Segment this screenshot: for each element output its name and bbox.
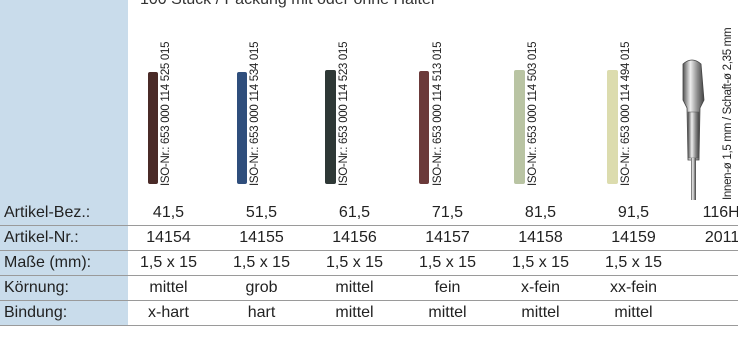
table-cell: x-hart — [148, 304, 189, 321]
table-cell: 1,5 x 15 — [140, 254, 197, 271]
table-cell: 1,5 x 15 — [326, 254, 383, 271]
rod-image — [419, 71, 429, 184]
table-cell: mittel — [428, 304, 467, 321]
table-cell: 51,5 — [245, 204, 278, 221]
table-cell: mittel — [335, 304, 374, 321]
table-cell: 71,5 — [431, 204, 464, 221]
iso-label: ISO-Nr.: 653 000 114 523 015 — [338, 41, 350, 186]
table-cell: 1,5 x 15 — [419, 254, 476, 271]
row-label: Bindung: — [4, 304, 68, 321]
iso-label: ISO-Nr.: 653 000 114 513 015 — [432, 41, 444, 186]
iso-label: Innen-ø 1,5 mm / Schaft-ø 2,35 mm — [722, 27, 734, 200]
table-cell: mittel — [614, 304, 653, 321]
row-label: Artikel-Bez.: — [4, 204, 91, 221]
table-cell: 81,5 — [524, 204, 557, 221]
iso-label: ISO-Nr.: 653 000 114 534 015 — [249, 41, 261, 186]
table-cell: 14156 — [332, 229, 377, 246]
rod-image — [514, 70, 525, 184]
product-images — [148, 59, 705, 200]
table-cell: 61,5 — [338, 204, 371, 221]
row-label: Artikel-Nr.: — [4, 229, 79, 246]
iso-label: ISO-Nr.: 653 000 114 503 015 — [527, 41, 539, 186]
table-cell: 14159 — [611, 229, 656, 246]
table-cell: 14158 — [518, 229, 563, 246]
table-cell: mittel — [335, 279, 374, 296]
row-label: Maße (mm): — [4, 254, 92, 271]
table-row: Artikel-Bez.: 41,5 51,5 61,5 71,5 81,5 91,5 116… — [0, 200, 738, 226]
rod-image — [325, 70, 336, 184]
table-cell: 1,5 x 15 — [512, 254, 569, 271]
table-cell: 14154 — [146, 229, 191, 246]
table-row: Körnung: mittel grob mittel fein x-fein xx-fei… — [0, 275, 738, 301]
table-cell: fein — [434, 279, 461, 296]
table-cell: mittel — [149, 279, 188, 296]
table-cell: 91,5 — [617, 204, 650, 221]
iso-label: ISO-Nr.: 653 000 114 494 015 — [620, 41, 632, 186]
table-cell: 116HP — [702, 204, 738, 221]
table-cell: hart — [247, 304, 276, 321]
table-cell: grob — [245, 279, 278, 296]
iso-label: ISO-Nr.: 653 000 114 525 015 — [160, 41, 172, 186]
table-cell: 14155 — [239, 229, 284, 246]
rod-image — [148, 72, 158, 184]
table-cell: xx-fein — [609, 279, 658, 296]
holder-image — [682, 59, 705, 200]
label-column-background — [0, 0, 128, 325]
header-text: 100 Stück / Packung mit oder ohne Halter — [140, 0, 436, 9]
row-label: Körnung: — [4, 279, 69, 296]
table-cell: 20116 — [704, 229, 738, 246]
rod-image — [607, 70, 618, 184]
table-cell: 1,5 x 15 — [233, 254, 290, 271]
table-row: Bindung: x-hart hart mittel mittel mittel mitt… — [0, 300, 738, 326]
table-row: Maße (mm): 1,5 x 15 1,5 x 15 1,5 x 15 1,5 x … — [0, 250, 738, 276]
table-row: Artikel-Nr.: 14154 14155 14156 14157 14158 141… — [0, 225, 738, 251]
table-cell: 1,5 x 15 — [605, 254, 662, 271]
table-cell: 14157 — [425, 229, 470, 246]
table-cell: 41,5 — [152, 204, 185, 221]
table-cell: mittel — [521, 304, 560, 321]
table-cell: x-fein — [520, 279, 561, 296]
rod-image — [237, 72, 247, 184]
